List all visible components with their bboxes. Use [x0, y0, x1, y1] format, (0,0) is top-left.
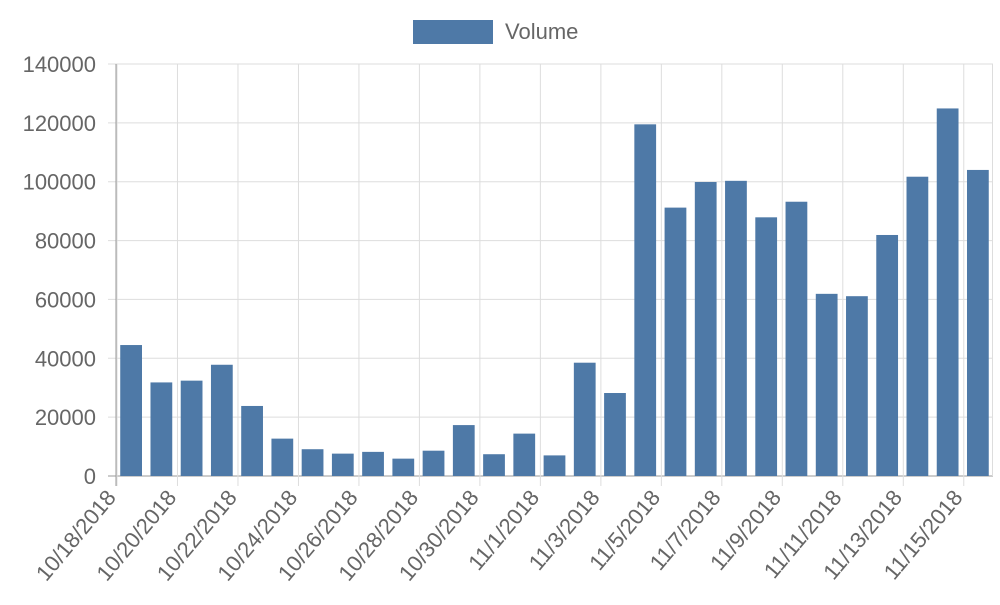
bar-10-23-2018: [271, 438, 294, 476]
bar-11-11-2018: [846, 296, 868, 476]
bar-10-27-2018: [392, 458, 415, 476]
bar-10-22-2018: [241, 405, 263, 476]
bar-10-19-2018: [150, 382, 173, 476]
y-tick-label: 40000: [35, 346, 96, 371]
bar-10-21-2018: [210, 364, 233, 476]
y-tick-label: 0: [84, 464, 96, 489]
bar-10-26-2018: [362, 451, 384, 476]
bar-10-24-2018: [301, 449, 324, 476]
bar-10-31-2018: [513, 433, 536, 476]
bar-11-10-2018: [815, 293, 838, 476]
bar-11-4-2018: [634, 124, 657, 476]
bar-11-1-2018: [543, 455, 566, 476]
bar-11-3-2018: [604, 393, 626, 476]
bar-10-28-2018: [422, 450, 445, 476]
bar-11-7-2018: [725, 180, 747, 476]
bar-11-6-2018: [694, 182, 717, 476]
bar-10-30-2018: [483, 454, 505, 476]
bar-10-18-2018: [120, 345, 142, 476]
y-tick-label: 20000: [35, 405, 96, 430]
legend-swatch: [413, 20, 493, 44]
bar-11-9-2018: [785, 201, 808, 477]
bar-11-12-2018: [876, 234, 899, 476]
legend[interactable]: Volume: [413, 18, 578, 46]
bar-10-25-2018: [331, 453, 354, 476]
bar-11-13-2018: [906, 176, 929, 476]
bar-11-15-2018: [966, 169, 989, 476]
y-tick-label: 80000: [35, 229, 96, 254]
bar-11-2-2018: [573, 362, 596, 476]
bar-10-29-2018: [452, 425, 475, 476]
y-tick-label: 120000: [23, 111, 96, 136]
bar-11-5-2018: [664, 207, 687, 477]
legend-label: Volume: [505, 19, 579, 44]
y-tick-label: 100000: [23, 170, 96, 195]
bar-11-14-2018: [936, 108, 959, 476]
y-tick-label: 140000: [23, 52, 96, 77]
bar-11-8-2018: [755, 217, 778, 476]
y-tick-label: 60000: [35, 287, 96, 312]
bar-10-20-2018: [180, 380, 203, 476]
